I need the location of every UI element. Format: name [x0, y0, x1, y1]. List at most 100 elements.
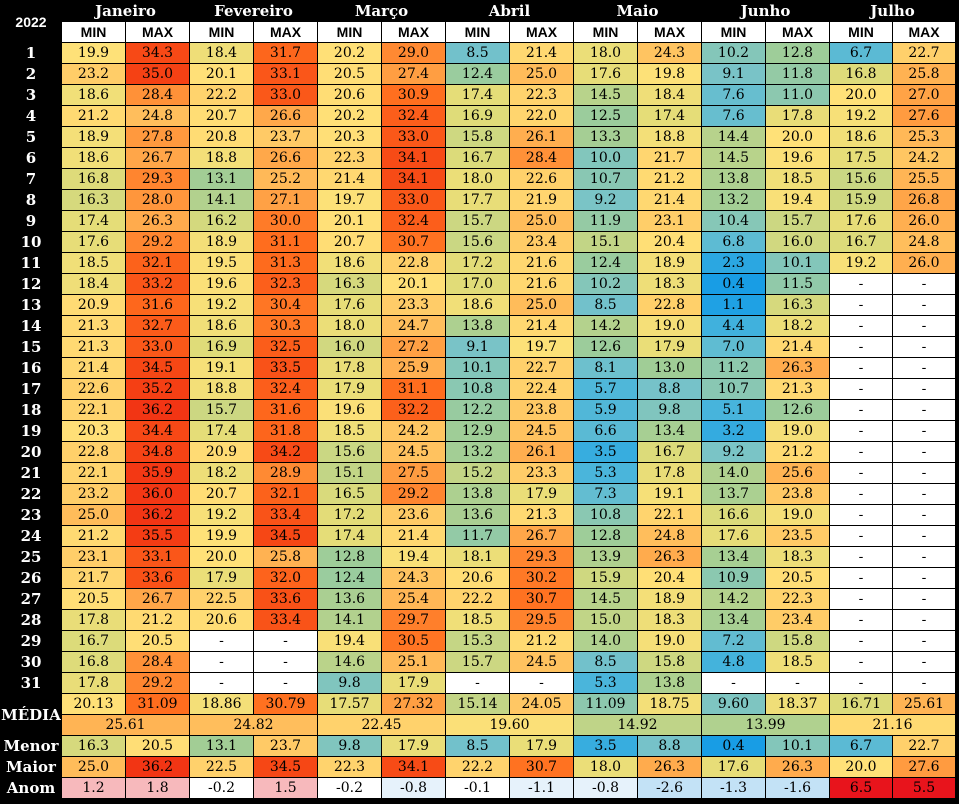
day-label: 12 [1, 274, 61, 294]
temperature-cell: 21.3 [766, 379, 829, 399]
temperature-cell: 30.3 [254, 316, 317, 336]
temperature-cell: - [830, 610, 892, 630]
day-label: 2 [1, 64, 61, 84]
temperature-cell: 26.8 [893, 190, 955, 210]
day-label: 3 [1, 85, 61, 105]
temperature-cell: 32.5 [254, 337, 317, 357]
temperature-cell: - [893, 526, 955, 546]
temperature-cell: 23.4 [766, 610, 829, 630]
temperature-cell: 21.9 [510, 190, 573, 210]
table-row: 24 21.2 35.5 19.9 34.5 17.4 21.4 11.7 26.7 12.8 24… [1, 526, 955, 546]
temperature-cell: 19.0 [766, 505, 829, 525]
temperature-cell: 10.1 [766, 253, 829, 273]
temperature-cell: - [830, 442, 892, 462]
temperature-cell: - [830, 589, 892, 609]
temperature-cell: 22.8 [382, 253, 445, 273]
temperature-cell: 29.5 [510, 610, 573, 630]
temperature-cell: 20.5 [62, 589, 125, 609]
temperature-cell: 19.7 [510, 337, 573, 357]
temperature-cell: 23.6 [382, 505, 445, 525]
temperature-cell: 31.6 [254, 400, 317, 420]
temperature-cell: 13.6 [318, 589, 381, 609]
temperature-cell: 13.3 [574, 127, 637, 147]
temperature-cell: 18.3 [766, 547, 829, 567]
temperature-cell: 18.5 [766, 652, 829, 672]
temperature-cell: 26.3 [766, 757, 829, 777]
year-label: 2022 [1, 1, 61, 42]
temperature-cell: 16.9 [190, 337, 253, 357]
temperature-cell: 30.7 [510, 757, 573, 777]
temperature-cell: 20.3 [318, 127, 381, 147]
temperature-cell: 22.3 [318, 757, 381, 777]
temperature-cell: 25.4 [382, 589, 445, 609]
temperature-cell: 17.6 [702, 757, 765, 777]
temperature-cell: 29.7 [382, 610, 445, 630]
temperature-cell: 20.3 [62, 421, 125, 441]
temperature-cell: 18.3 [638, 274, 701, 294]
temperature-cell: 13.8 [446, 316, 509, 336]
day-label: 13 [1, 295, 61, 315]
temperature-cell: 12.9 [446, 421, 509, 441]
temperature-cell: 26.7 [510, 526, 573, 546]
temperature-cell: 25.8 [893, 64, 955, 84]
temperature-cell: 34.2 [254, 442, 317, 462]
temperature-cell: 20.9 [62, 295, 125, 315]
temperature-cell: 24.8 [638, 526, 701, 546]
temperature-cell: - [893, 400, 955, 420]
temperature-cell: 31.8 [254, 421, 317, 441]
temperature-cell: 17.9 [382, 673, 445, 693]
temperature-cell: 14.5 [574, 589, 637, 609]
temperature-cell: 20.5 [766, 568, 829, 588]
day-label: 16 [1, 358, 61, 378]
day-label: 7 [1, 169, 61, 189]
temperature-cell: - [830, 316, 892, 336]
day-label: 29 [1, 631, 61, 651]
temperature-cell: 21.3 [510, 505, 573, 525]
temperature-cell: -0.2 [190, 778, 253, 798]
temperature-cell: 32.4 [254, 379, 317, 399]
temperature-cell: 11.2 [702, 358, 765, 378]
temperature-cell: 15.2 [446, 463, 509, 483]
temperature-cell: 16.3 [318, 274, 381, 294]
temperature-cell: 17.7 [446, 190, 509, 210]
temperature-cell: 21.7 [62, 568, 125, 588]
temperature-cell: 15.7 [190, 400, 253, 420]
temperature-cell: 19.9 [190, 526, 253, 546]
temperature-cell: 22.8 [62, 442, 125, 462]
temperature-cell: 14.6 [318, 652, 381, 672]
temperature-cell: 19.6 [190, 274, 253, 294]
temperature-cell: 26.0 [893, 253, 955, 273]
temperature-cell: - [830, 337, 892, 357]
temperature-cell: 18.8 [638, 127, 701, 147]
temperature-cell: 8.8 [638, 736, 701, 756]
temperature-cell: 15.8 [638, 652, 701, 672]
temperature-cell: - [893, 274, 955, 294]
table-row: 22 23.2 36.0 20.7 32.1 16.5 29.2 13.8 17.9 7.3 19.… [1, 484, 955, 504]
temperature-cell: 21.3 [62, 337, 125, 357]
temperature-cell: 23.1 [638, 211, 701, 231]
table-row: 28 17.8 21.2 20.6 33.4 14.1 29.7 18.5 29.5 15.0 18… [1, 610, 955, 630]
temperature-cell: 14.0 [574, 631, 637, 651]
temperature-cell: 26.1 [510, 127, 573, 147]
temperature-cell: 29.2 [126, 232, 189, 252]
table-row: 23 25.0 36.2 19.2 33.4 17.2 23.6 13.6 21.3 10.8 22… [1, 505, 955, 525]
temperature-cell: 18.6 [318, 253, 381, 273]
temperature-cell: 5.3 [574, 463, 637, 483]
temperature-cell: 10.8 [574, 505, 637, 525]
temperature-cell: 27.32 [382, 694, 445, 714]
temperature-cell: 19.8 [638, 64, 701, 84]
temperature-cell: 35.2 [126, 379, 189, 399]
temperature-cell: 13.9 [574, 547, 637, 567]
temperature-cell: 18.5 [766, 169, 829, 189]
table-row: 13 20.9 31.6 19.2 30.4 17.6 23.3 18.6 25.0 8.5 22.… [1, 295, 955, 315]
temperature-cell: 21.2 [62, 526, 125, 546]
temperature-cell: 22.1 [62, 400, 125, 420]
temperature-cell: 26.7 [126, 148, 189, 168]
temperature-cell: 35.9 [126, 463, 189, 483]
monthly-average-cell: 14.92 [574, 715, 701, 735]
temperature-cell: -1.3 [702, 778, 765, 798]
table-row: 29 16.7 20.5- -19.4 30.5 15.3 21.2 14.0 19.0 7.2 1… [1, 631, 955, 651]
temperature-cell: 36.0 [126, 484, 189, 504]
temperature-cell: 32.4 [382, 211, 445, 231]
temperature-cell: 16.8 [62, 652, 125, 672]
